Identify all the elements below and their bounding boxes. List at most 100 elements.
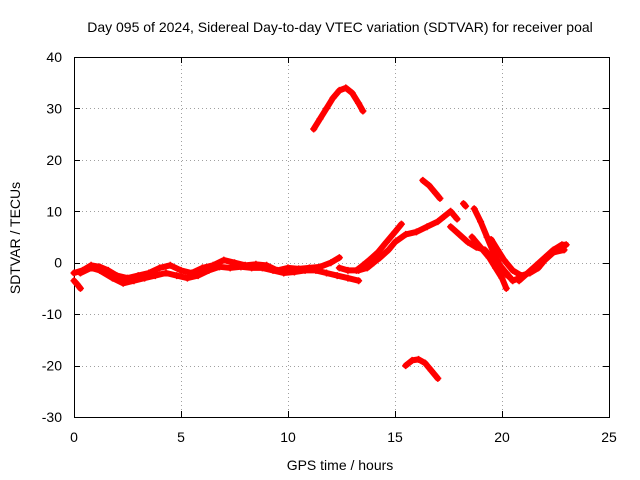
data-point bbox=[502, 269, 510, 277]
data-point bbox=[352, 266, 360, 274]
series-track-9 bbox=[459, 200, 470, 210]
data-point bbox=[335, 254, 343, 262]
data-point bbox=[477, 243, 485, 251]
data-point bbox=[464, 238, 472, 246]
data-point bbox=[323, 269, 331, 277]
data-point bbox=[541, 254, 549, 262]
data-point bbox=[194, 272, 202, 280]
data-point bbox=[109, 274, 117, 282]
data-point bbox=[498, 274, 506, 282]
data-point bbox=[301, 266, 309, 274]
data-point bbox=[485, 254, 493, 262]
y-axis-label: SDTVAR / TECUs bbox=[7, 182, 23, 294]
data-point bbox=[87, 264, 95, 272]
y-tick-label: -10 bbox=[42, 306, 62, 322]
series-track-14 bbox=[515, 241, 570, 285]
data-point bbox=[453, 215, 461, 223]
data-point bbox=[455, 230, 463, 238]
data-point bbox=[70, 269, 78, 277]
series-line bbox=[471, 205, 523, 284]
data-point bbox=[130, 277, 138, 285]
data-point bbox=[391, 238, 399, 246]
data-point bbox=[310, 125, 318, 133]
data-point bbox=[151, 272, 159, 280]
data-point bbox=[355, 99, 363, 107]
series-line bbox=[402, 356, 441, 382]
data-point bbox=[483, 233, 491, 241]
data-point bbox=[496, 261, 504, 269]
series-track-6 bbox=[310, 84, 367, 133]
data-point bbox=[462, 202, 470, 210]
data-point bbox=[329, 94, 337, 102]
series-track-8 bbox=[419, 176, 444, 202]
data-point bbox=[408, 356, 416, 364]
data-point bbox=[509, 277, 517, 285]
data-point bbox=[370, 259, 378, 267]
data-point bbox=[382, 238, 390, 246]
data-point bbox=[290, 268, 298, 276]
data-point bbox=[470, 205, 478, 213]
data-point bbox=[447, 223, 455, 231]
data-point bbox=[421, 359, 429, 367]
x-tick-label: 25 bbox=[601, 429, 617, 445]
axis-ticks bbox=[74, 57, 610, 418]
data-point bbox=[447, 207, 455, 215]
x-tick-label: 0 bbox=[70, 429, 78, 445]
x-tick-label: 20 bbox=[494, 429, 510, 445]
y-tick-label: 0 bbox=[54, 255, 62, 271]
data-point bbox=[73, 280, 81, 288]
grid bbox=[74, 57, 609, 417]
data-point bbox=[492, 264, 500, 272]
data-point bbox=[166, 261, 174, 269]
data-point bbox=[156, 264, 164, 272]
data-point bbox=[500, 256, 508, 264]
data-point bbox=[70, 277, 78, 285]
data-point bbox=[425, 182, 433, 190]
data-point bbox=[141, 274, 149, 282]
data-point bbox=[344, 274, 352, 282]
data-point bbox=[432, 189, 440, 197]
data-point bbox=[515, 277, 523, 285]
data-point bbox=[323, 104, 331, 112]
data-point bbox=[162, 269, 170, 277]
series-track-1 bbox=[70, 277, 84, 292]
data-point bbox=[509, 266, 517, 274]
y-tick-label: 10 bbox=[46, 203, 62, 219]
data-point bbox=[344, 266, 352, 274]
y-tick-label: 40 bbox=[46, 49, 62, 65]
plot-frame bbox=[74, 57, 610, 418]
data-point bbox=[237, 263, 245, 271]
data-point bbox=[312, 266, 320, 274]
data-point bbox=[397, 220, 405, 228]
data-point bbox=[173, 272, 181, 280]
data-point bbox=[248, 264, 256, 272]
data-point bbox=[502, 284, 510, 292]
data-point bbox=[415, 355, 423, 363]
data-point bbox=[76, 269, 84, 277]
data-point bbox=[96, 266, 104, 274]
data-point bbox=[177, 266, 185, 274]
x-tick-label: 5 bbox=[177, 429, 185, 445]
data-point bbox=[494, 246, 502, 254]
y-tick-label: 30 bbox=[46, 100, 62, 116]
data-point bbox=[440, 212, 448, 220]
data-point bbox=[419, 176, 427, 184]
series-track-5 bbox=[352, 220, 405, 274]
data-point bbox=[335, 264, 343, 272]
data-point bbox=[487, 236, 495, 244]
data-point bbox=[359, 107, 367, 115]
data-point bbox=[391, 228, 399, 236]
data-point bbox=[412, 228, 420, 236]
data-point bbox=[216, 263, 224, 271]
x-tick-label: 10 bbox=[280, 429, 296, 445]
data-point bbox=[374, 248, 382, 256]
data-point bbox=[226, 264, 234, 272]
data-point bbox=[205, 266, 213, 274]
series-line bbox=[419, 177, 443, 202]
data-point bbox=[327, 259, 335, 267]
data-point bbox=[468, 233, 476, 241]
x-axis-label: GPS time / hours bbox=[287, 457, 394, 473]
data-point bbox=[335, 86, 343, 94]
